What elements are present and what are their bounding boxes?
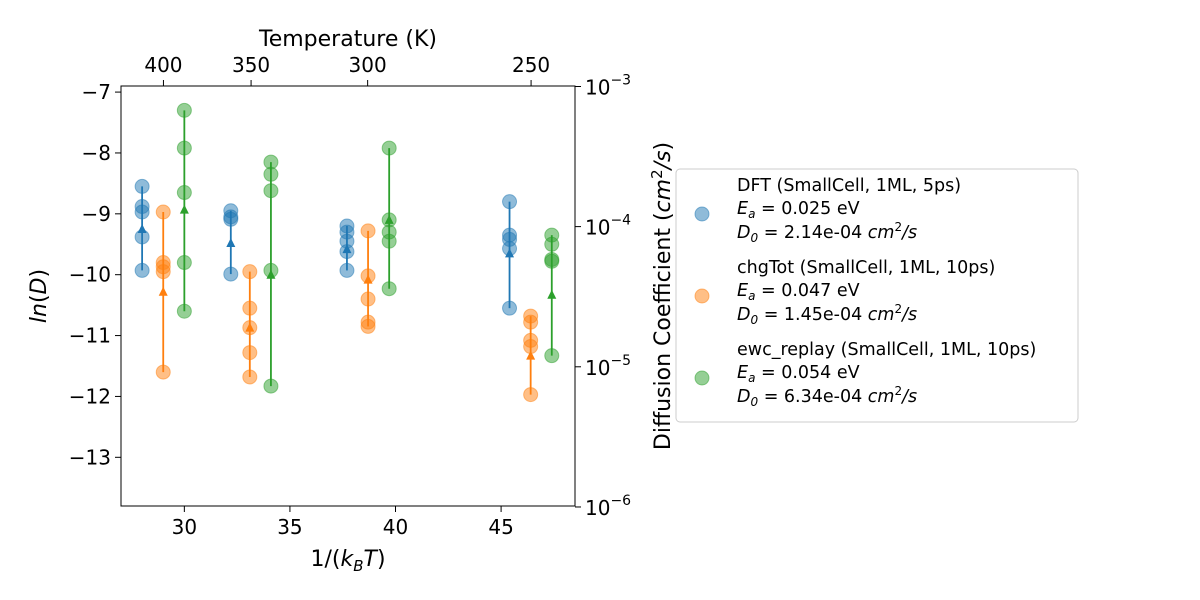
data-point: [263, 166, 279, 182]
legend-series-name: DFT (SmallCell, 1ML, 5ps): [737, 176, 961, 196]
right-tick-label: 10−3: [585, 72, 631, 99]
data-point: [544, 253, 560, 269]
top-tick-label: 250: [512, 53, 550, 77]
series-0: [134, 178, 518, 316]
legend-param: D0 = 1.45e-04 cm2/s: [737, 302, 917, 327]
data-point: [134, 204, 150, 220]
mean-marker: [158, 286, 168, 296]
y-tick-label: −9: [82, 202, 111, 226]
mean-marker: [526, 350, 536, 360]
legend-entry-0: DFT (SmallCell, 1ML, 5ps) Ea = 0.025 eVD0…: [694, 176, 961, 245]
data-point: [155, 204, 171, 220]
data-point: [176, 102, 192, 118]
y-tick-label: −7: [82, 80, 111, 104]
y-tick-label: −13: [69, 445, 111, 469]
y-axis-label: ln(D): [27, 269, 52, 323]
data-point: [544, 348, 560, 364]
data-point: [134, 178, 150, 194]
data-point: [242, 369, 258, 385]
legend-param: Ea = 0.047 eV: [737, 281, 860, 303]
legend-param: D0 = 6.34e-04 cm2/s: [737, 384, 917, 409]
legend: DFT (SmallCell, 1ML, 5ps)Ea = 0.025 eVD0…: [694, 176, 1036, 409]
legend-param: D0 = 2.14e-04 cm2/s: [737, 220, 917, 245]
series-1: [155, 204, 539, 403]
data-point: [360, 291, 376, 307]
top-x-axis-label: Temperature (K): [258, 27, 437, 52]
data-point: [544, 236, 560, 252]
data-point: [134, 262, 150, 278]
y-tick-label: −12: [69, 384, 111, 408]
mean-marker: [179, 204, 189, 214]
legend-series-name: ewc_replay (SmallCell, 1ML, 10ps): [737, 340, 1036, 360]
data-point: [360, 318, 376, 334]
y-tick-label: −11: [69, 324, 111, 348]
x-axis-label: 1/(kBT): [310, 547, 385, 575]
right-y-axis-label: Diffusion Coefficient (cm2/s): [648, 142, 676, 450]
data-point: [502, 194, 518, 210]
data-point: [155, 264, 171, 280]
y-tick-label: −8: [82, 141, 111, 165]
legend-marker: [694, 288, 710, 304]
axis-ticks: 30 35 40 45 −13 −12 −11 −10 −9 −8 −7 400 350 300 250 10…: [69, 53, 631, 539]
mean-marker: [363, 274, 373, 284]
legend-box: [675, 168, 1079, 423]
x-tick-label: 45: [488, 515, 513, 539]
data-point: [242, 300, 258, 316]
data-point: [360, 223, 376, 239]
x-tick-label: 30: [172, 515, 197, 539]
legend-marker: [694, 206, 710, 222]
mean-marker: [505, 248, 515, 258]
x-tick-label: 40: [383, 515, 408, 539]
plot-area-frame: [120, 85, 576, 507]
data-point: [339, 262, 355, 278]
mean-marker: [342, 244, 352, 254]
data-point: [242, 345, 258, 361]
mean-marker: [137, 224, 147, 234]
x-tick-label: 35: [277, 515, 302, 539]
data-point: [176, 303, 192, 319]
right-tick-label: 10−5: [585, 353, 631, 380]
mean-marker: [266, 269, 276, 279]
top-tick-label: 350: [232, 53, 270, 77]
data-point: [242, 264, 258, 280]
legend-marker: [694, 370, 710, 386]
mean-marker: [384, 214, 394, 224]
data-point: [523, 314, 539, 330]
data-point: [523, 387, 539, 403]
right-tick-label: 10−4: [585, 213, 631, 240]
series-2: [176, 102, 560, 394]
legend-entry-1: chgTot (SmallCell, 1ML, 10ps) Ea = 0.047 …: [694, 258, 995, 327]
data-point: [263, 378, 279, 394]
data-point: [381, 233, 397, 249]
data-point: [381, 281, 397, 297]
data-point: [176, 140, 192, 156]
top-tick-label: 400: [144, 53, 182, 77]
data-point: [502, 300, 518, 316]
legend-param: Ea = 0.025 eV: [737, 199, 860, 221]
legend-series-name: chgTot (SmallCell, 1ML, 10ps): [737, 258, 995, 278]
legend-entry-2: ewc_replay (SmallCell, 1ML, 10ps) Ea = 0.…: [694, 340, 1036, 409]
y-tick-label: −10: [69, 263, 111, 287]
mean-marker: [547, 289, 557, 299]
data-point: [176, 255, 192, 271]
mean-marker: [226, 238, 236, 248]
mean-marker: [245, 322, 255, 332]
top-tick-label: 300: [349, 53, 387, 77]
data-point: [155, 364, 171, 380]
data-point: [223, 266, 239, 282]
data-point: [223, 211, 239, 227]
data-point: [381, 140, 397, 156]
data-point: [176, 185, 192, 201]
legend-param: Ea = 0.054 eV: [737, 363, 860, 385]
chart-marks: [134, 102, 560, 403]
data-point: [263, 183, 279, 199]
right-tick-label: 10−6: [585, 493, 631, 520]
